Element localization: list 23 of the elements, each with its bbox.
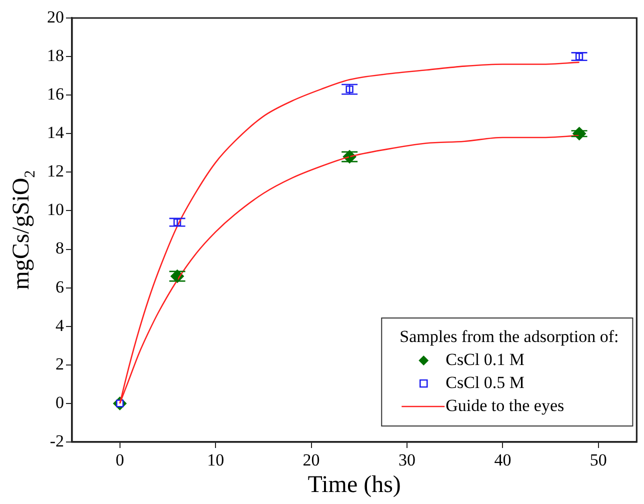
y-tick-label: 12 — [47, 162, 64, 181]
y-tick-label: -2 — [50, 431, 64, 450]
y-tick-label: 8 — [56, 238, 64, 258]
y-tick-label: 16 — [47, 84, 64, 104]
y-tick-label: 10 — [47, 200, 64, 220]
y-tick-label: 0 — [56, 392, 64, 412]
x-tick-label: 40 — [494, 450, 512, 470]
y-tick-label: 2 — [56, 354, 64, 374]
x-tick-label: 0 — [116, 450, 124, 470]
x-tick-label: 30 — [398, 450, 416, 470]
legend-title: Samples from the adsorption of: — [400, 326, 619, 346]
y-tick-label: 18 — [47, 46, 64, 66]
legend-label: CsCl 0.5 M — [446, 372, 525, 392]
x-tick-label: 50 — [590, 450, 607, 470]
x-tick-label: 20 — [302, 450, 320, 470]
x-axis-title: Time (hs) — [308, 472, 401, 498]
legend-label: Guide to the eyes — [446, 396, 564, 415]
y-tick-label: 20 — [47, 7, 64, 26]
legend-label: CsCl 0.1 M — [446, 350, 525, 369]
x-tick-label: 10 — [207, 450, 224, 470]
y-tick-label: 6 — [56, 277, 64, 296]
y-tick-label: 14 — [47, 123, 64, 142]
y-tick-label: 4 — [56, 316, 64, 335]
